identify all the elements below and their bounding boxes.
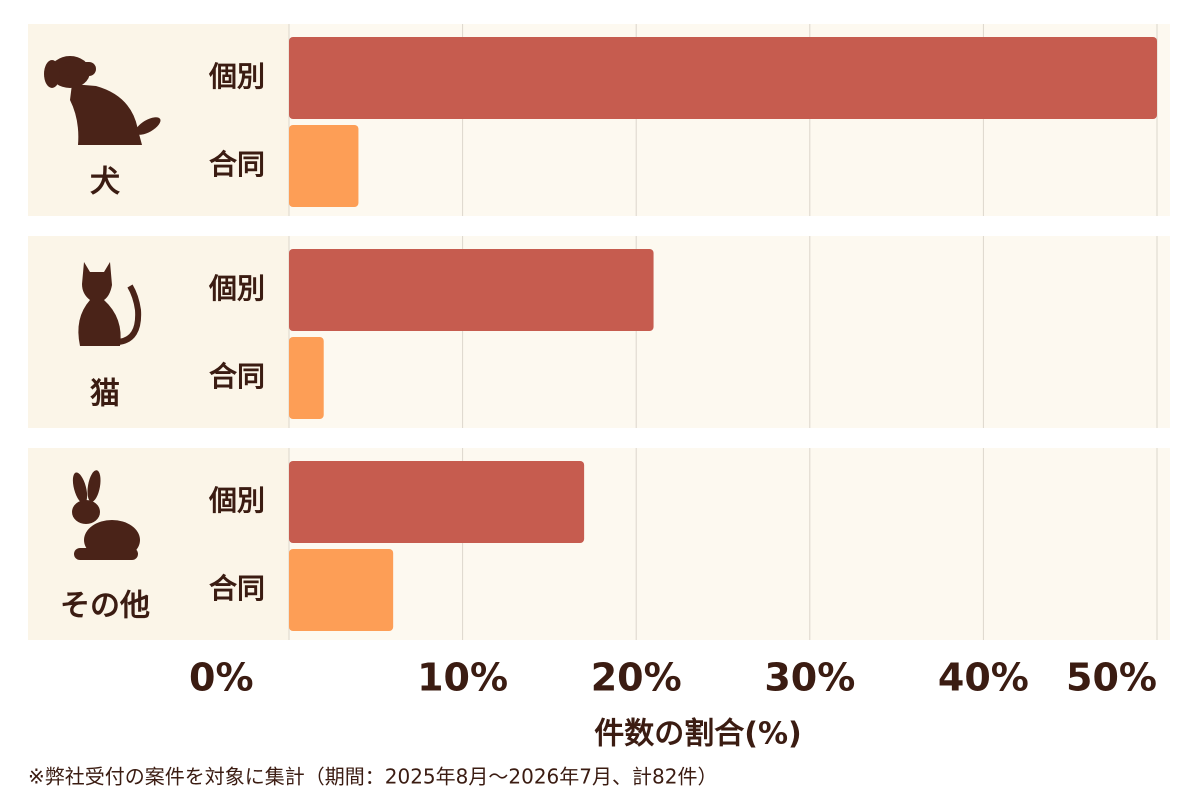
note: ※弊社受付の案件を対象に集計（期間：2025年8月～2026年7月、計82件） — [28, 765, 717, 789]
bar — [289, 37, 1157, 119]
x-tick-label: 20% — [591, 656, 682, 700]
series-label: 個別 — [208, 60, 265, 93]
dog-icon — [44, 56, 161, 145]
bar — [289, 337, 324, 419]
category-label: その他 — [60, 589, 150, 624]
x-tick-label: 40% — [938, 656, 1029, 700]
series-label: 個別 — [208, 484, 265, 517]
series-label: 合同 — [209, 360, 265, 393]
x-tick-label: 10% — [417, 656, 508, 700]
x-axis-title: 件数の割合(%) — [594, 717, 801, 752]
bar — [289, 549, 394, 631]
bar — [289, 461, 585, 543]
cat-icon — [78, 262, 142, 346]
icons — [44, 56, 161, 560]
x-tick-label: 0% — [189, 656, 254, 700]
series-label: 合同 — [209, 572, 265, 605]
bar — [289, 125, 359, 207]
series-label: 合同 — [209, 148, 265, 181]
x-tick-label: 50% — [1066, 656, 1157, 700]
category-label: 犬 — [90, 165, 120, 200]
x-tick-label: 30% — [764, 656, 855, 700]
bar — [289, 249, 654, 331]
category-label: 猫 — [90, 377, 120, 412]
series-label: 個別 — [208, 272, 265, 305]
rabbit-icon — [72, 470, 140, 560]
